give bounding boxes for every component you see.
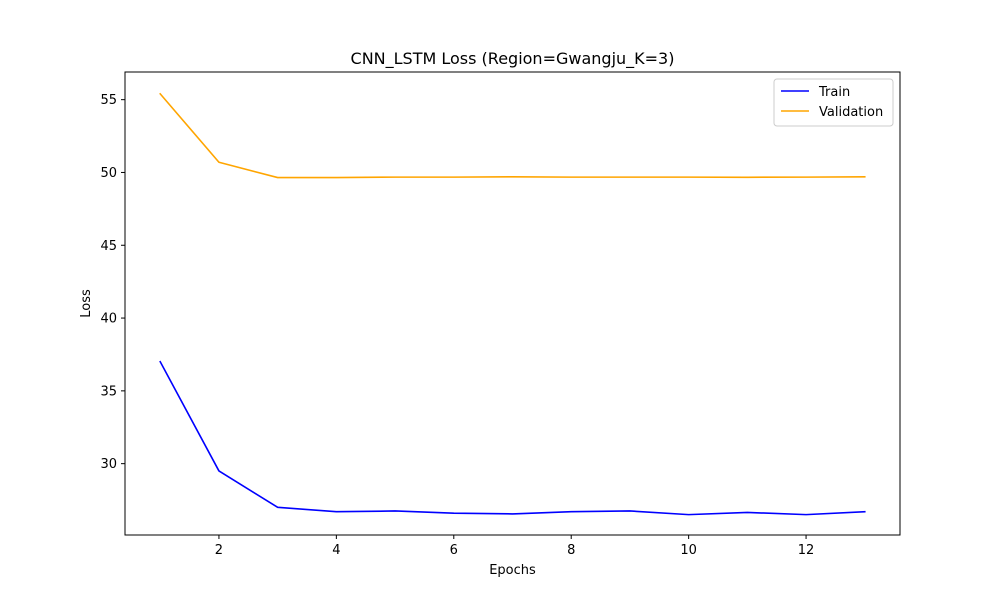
y-axis-ticks: 30 35 40 45 50 55 bbox=[100, 93, 125, 472]
y-tick-label: 30 bbox=[100, 457, 117, 472]
legend-label-validation: Validation bbox=[819, 105, 883, 120]
series-lines bbox=[159, 92, 866, 516]
legend-label-train: Train bbox=[818, 85, 850, 100]
y-tick-label: 40 bbox=[100, 312, 117, 327]
series-line-validation bbox=[159, 92, 866, 179]
x-axis-ticks: 2 4 6 8 10 12 bbox=[215, 535, 815, 558]
plot-area: 2 4 6 8 10 12 30 35 40 45 50 55 bbox=[100, 71, 901, 558]
x-tick-label: 4 bbox=[332, 543, 340, 558]
y-tick-label: 50 bbox=[100, 166, 117, 181]
y-tick-label: 45 bbox=[100, 239, 117, 254]
y-axis-label: Loss bbox=[79, 289, 94, 318]
legend: Train Validation bbox=[773, 78, 894, 127]
x-tick-label: 2 bbox=[215, 543, 223, 558]
plot-frame bbox=[124, 71, 901, 536]
x-axis-label: Epochs bbox=[489, 563, 536, 578]
x-tick-label: 6 bbox=[450, 543, 458, 558]
series-line-train bbox=[159, 360, 866, 516]
chart-title: CNN_LSTM Loss (Region=Gwangju_K=3) bbox=[351, 49, 675, 69]
y-tick-label: 35 bbox=[100, 384, 117, 399]
x-tick-label: 8 bbox=[567, 543, 575, 558]
y-tick-label: 55 bbox=[100, 93, 117, 108]
x-tick-label: 10 bbox=[680, 543, 697, 558]
x-tick-label: 12 bbox=[798, 543, 815, 558]
